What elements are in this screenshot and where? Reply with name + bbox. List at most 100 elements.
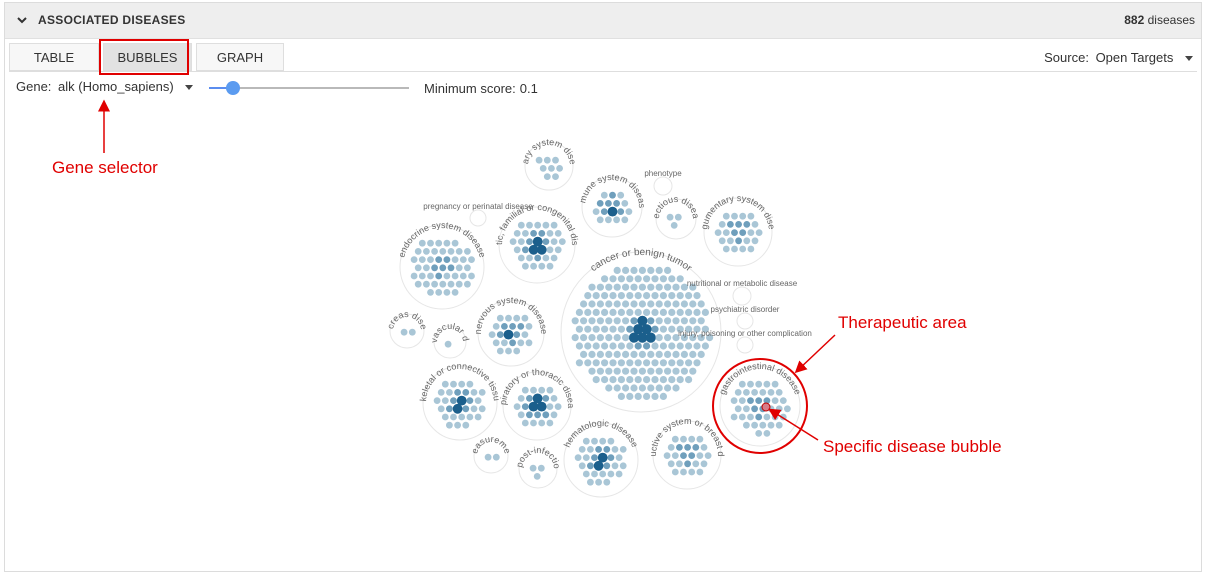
disease-bubble[interactable] bbox=[751, 405, 758, 413]
disease-bubble[interactable] bbox=[621, 216, 629, 224]
disease-bubble[interactable] bbox=[595, 478, 602, 486]
therapeutic-area-bubble[interactable]: gastrointestinal disease bbox=[717, 361, 803, 447]
disease-bubble[interactable] bbox=[437, 389, 445, 396]
disease-bubble[interactable] bbox=[747, 397, 754, 404]
disease-bubble[interactable] bbox=[685, 359, 693, 367]
disease-bubble[interactable] bbox=[672, 350, 680, 358]
disease-bubble[interactable] bbox=[599, 437, 607, 445]
disease-bubble[interactable] bbox=[664, 283, 672, 291]
disease-bubble[interactable] bbox=[617, 359, 626, 367]
disease-bubble[interactable] bbox=[584, 292, 592, 300]
disease-bubble[interactable] bbox=[647, 384, 655, 392]
disease-bubble[interactable] bbox=[601, 342, 609, 350]
disease-bubble[interactable] bbox=[462, 421, 470, 429]
disease-bubble[interactable] bbox=[584, 359, 592, 367]
disease-bubble[interactable] bbox=[700, 460, 708, 468]
disease-bubble[interactable] bbox=[441, 413, 449, 421]
section-header[interactable]: ASSOCIATED DISEASES 882 diseases bbox=[5, 3, 1201, 39]
disease-bubble[interactable] bbox=[615, 454, 623, 461]
disease-bubble[interactable] bbox=[685, 308, 693, 316]
disease-bubble[interactable] bbox=[532, 236, 543, 247]
disease-bubble[interactable] bbox=[534, 221, 542, 229]
disease-bubble[interactable] bbox=[664, 367, 672, 375]
disease-bubble[interactable] bbox=[584, 325, 592, 333]
disease-bubble[interactable] bbox=[517, 254, 525, 262]
disease-bubble[interactable] bbox=[575, 325, 584, 333]
disease-bubble[interactable] bbox=[617, 275, 626, 283]
disease-bubble[interactable] bbox=[689, 283, 697, 291]
disease-bubble[interactable] bbox=[458, 413, 466, 421]
disease-bubble[interactable] bbox=[615, 470, 623, 478]
disease-bubble[interactable] bbox=[593, 460, 604, 471]
disease-bubble[interactable] bbox=[617, 325, 626, 333]
disease-bubble[interactable] bbox=[739, 229, 747, 237]
disease-bubble[interactable] bbox=[655, 283, 663, 291]
disease-bubble[interactable] bbox=[452, 403, 463, 414]
disease-bubble[interactable] bbox=[597, 452, 608, 463]
disease-bubble[interactable] bbox=[676, 460, 683, 468]
disease-bubble[interactable] bbox=[521, 419, 529, 427]
disease-bubble[interactable] bbox=[534, 254, 542, 262]
disease-bubble[interactable] bbox=[517, 395, 525, 402]
disease-bubble[interactable] bbox=[603, 446, 611, 453]
disease-bubble[interactable] bbox=[651, 308, 659, 316]
disease-bubble[interactable] bbox=[592, 292, 600, 300]
disease-bubble[interactable] bbox=[701, 308, 710, 316]
disease-bubble[interactable] bbox=[609, 292, 617, 300]
disease-bubble[interactable] bbox=[587, 446, 594, 453]
disease-bubble[interactable] bbox=[666, 213, 674, 221]
disease-bubble[interactable] bbox=[630, 283, 638, 291]
disease-bubble[interactable] bbox=[455, 264, 463, 272]
disease-bubble[interactable] bbox=[668, 308, 676, 316]
disease-bubble[interactable] bbox=[626, 392, 634, 400]
disease-bubble[interactable] bbox=[605, 200, 612, 207]
disease-bubble[interactable] bbox=[613, 317, 621, 325]
disease-bubble[interactable] bbox=[747, 229, 755, 237]
tab-bubbles[interactable]: BUBBLES bbox=[103, 43, 192, 71]
disease-bubble[interactable] bbox=[667, 460, 675, 468]
disease-bubble[interactable] bbox=[689, 300, 697, 308]
disease-bubble[interactable] bbox=[578, 446, 586, 453]
disease-bubble[interactable] bbox=[414, 248, 422, 255]
disease-bubble[interactable] bbox=[542, 221, 550, 229]
disease-bubble[interactable] bbox=[630, 300, 638, 308]
disease-bubble[interactable] bbox=[647, 266, 655, 274]
disease-bubble[interactable] bbox=[530, 386, 537, 394]
disease-bubble[interactable] bbox=[552, 156, 559, 164]
disease-bubble[interactable] bbox=[617, 308, 626, 316]
disease-bubble[interactable] bbox=[697, 317, 705, 325]
disease-bubble[interactable] bbox=[605, 367, 613, 375]
disease-bubble[interactable] bbox=[700, 444, 708, 451]
disease-bubble[interactable] bbox=[550, 254, 558, 262]
therapeutic-area-bubble[interactable]: pregnancy or perinatal disease bbox=[423, 202, 533, 227]
disease-bubble[interactable] bbox=[542, 254, 550, 262]
disease-bubble[interactable] bbox=[638, 300, 647, 308]
disease-bubble[interactable] bbox=[464, 264, 471, 272]
disease-bubble[interactable] bbox=[470, 389, 478, 396]
disease-bubble[interactable] bbox=[738, 380, 746, 388]
disease-bubble[interactable] bbox=[613, 216, 620, 224]
disease-bubble[interactable] bbox=[582, 470, 590, 478]
disease-bubble[interactable] bbox=[522, 246, 529, 254]
disease-bubble[interactable] bbox=[664, 317, 672, 325]
disease-bubble[interactable] bbox=[622, 300, 630, 308]
therapeutic-area-bubble[interactable]: endocrine system disease bbox=[396, 220, 488, 310]
disease-bubble[interactable] bbox=[621, 200, 629, 207]
disease-bubble[interactable] bbox=[546, 403, 554, 410]
disease-bubble[interactable] bbox=[492, 323, 500, 330]
disease-bubble[interactable] bbox=[546, 419, 554, 427]
disease-bubble[interactable] bbox=[759, 389, 767, 396]
disease-bubble[interactable] bbox=[588, 300, 596, 308]
disease-bubble[interactable] bbox=[655, 367, 663, 375]
disease-bubble[interactable] bbox=[439, 248, 447, 255]
disease-bubble[interactable] bbox=[617, 208, 625, 216]
disease-bubble[interactable] bbox=[535, 156, 543, 164]
disease-bubble[interactable] bbox=[671, 452, 679, 459]
disease-bubble[interactable] bbox=[664, 384, 672, 392]
disease-bubble[interactable] bbox=[596, 283, 605, 291]
disease-bubble[interactable] bbox=[455, 248, 463, 255]
disease-bubble[interactable] bbox=[619, 462, 627, 470]
disease-bubble[interactable] bbox=[643, 342, 651, 350]
disease-bubble[interactable] bbox=[587, 478, 594, 486]
disease-bubble[interactable] bbox=[685, 376, 693, 384]
